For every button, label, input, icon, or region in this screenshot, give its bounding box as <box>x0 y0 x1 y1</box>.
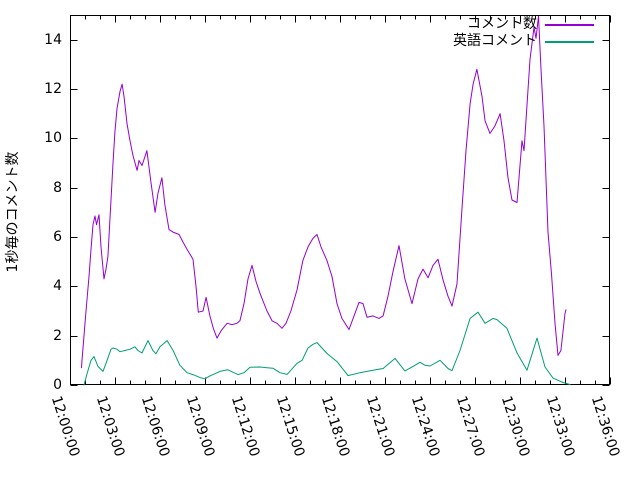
legend-row-english-comments: 英語コメント <box>0 33 594 50</box>
y-tick-label-14: 14 <box>44 31 62 48</box>
y-tick-label-6: 6 <box>53 229 62 245</box>
legend-line-sample-comments <box>545 23 594 26</box>
plot-border <box>70 15 610 385</box>
legend-row-comments: コメント数 <box>0 16 594 33</box>
legend-label-english-comments: 英語コメント <box>453 33 537 49</box>
y-tick-label-4: 4 <box>53 278 62 295</box>
series-line-english-comments <box>83 311 571 386</box>
y-tick-label-10: 10 <box>44 130 62 147</box>
series-line-comments <box>81 15 567 369</box>
y-tick-label-0: 0 <box>53 377 62 393</box>
y-tick-label-2: 2 <box>53 327 62 344</box>
axis-ticks <box>70 15 611 386</box>
y-tick-label-12: 12 <box>44 81 62 97</box>
legend: コメント数 英語コメント <box>0 16 594 50</box>
y-tick-label-8: 8 <box>53 179 62 196</box>
legend-label-comments: コメント数 <box>467 16 537 32</box>
legend-line-sample-english-comments <box>545 40 594 43</box>
